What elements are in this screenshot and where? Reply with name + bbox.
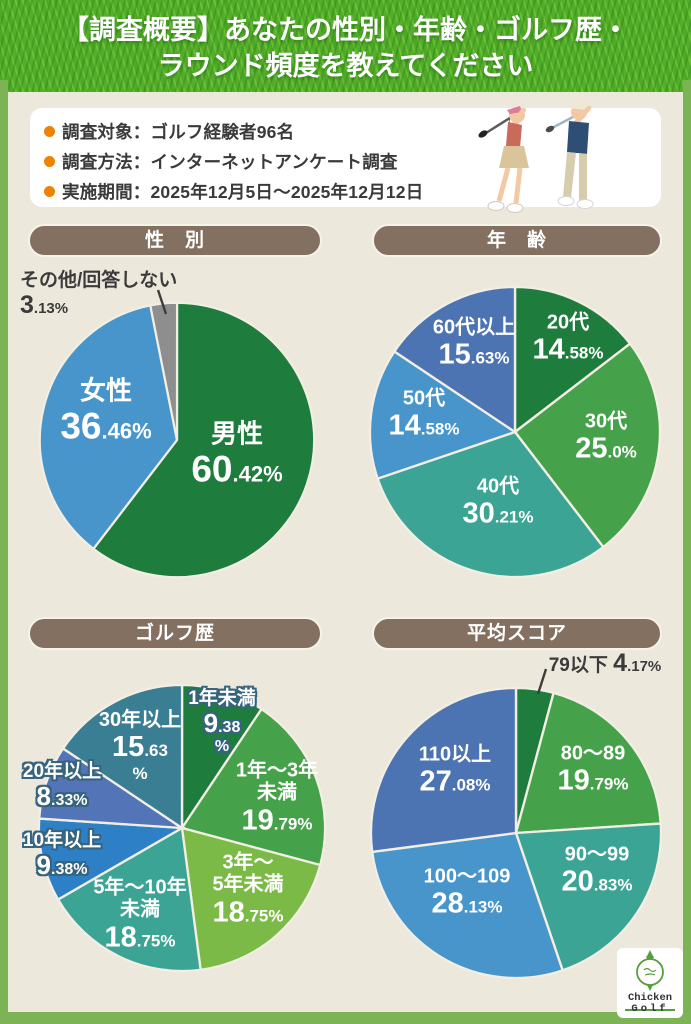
logo-brand-line1: Chicken <box>627 992 673 1004</box>
grass-header-background <box>0 0 691 92</box>
survey-method-text: 調査方法：インターネットアンケート調査 <box>62 151 398 172</box>
pie-slice <box>376 430 605 579</box>
pie-slice <box>61 683 184 831</box>
bullet-icon <box>44 185 55 197</box>
pie-slice-label: 1年未満 9.38% <box>188 687 256 756</box>
section-title-age: 年 齢 <box>372 224 662 257</box>
gender-pie <box>38 301 316 579</box>
gender-pie-chart: 男性 60.42% 女性 36.46% その他/回答しない 3.13% <box>12 268 347 586</box>
golf-years-pie-chart: 1年未満 9.38% 1年～3年 未満 19.79% 3年～ 5年未満 18.75% 5年～10… <box>12 655 347 985</box>
pie-slice <box>513 342 662 549</box>
pie-slice-label: 30年以上 15.63% <box>98 709 182 783</box>
page-title-line1: 【調査概要】あなたの性別・年齢・ゴルフ歴・ <box>62 15 629 45</box>
pie-slice <box>180 683 264 832</box>
logo-underline <box>625 1009 675 1011</box>
female-golfer-illustration <box>478 106 529 213</box>
section-title-golf-years: ゴルフ歴 <box>28 617 322 650</box>
pie-slice <box>180 826 322 972</box>
logo-brand-line2: Golf <box>631 1003 669 1015</box>
pie-slice-label: 40代 30.21% <box>462 475 534 530</box>
pie-slice <box>514 822 663 972</box>
pie-slice-label: 50代 14.58% <box>388 387 460 442</box>
pie-slice-label: 20代 14.58% <box>532 311 604 366</box>
survey-info-row: 調査方法：インターネットアンケート調査 <box>44 150 398 172</box>
pie-slice-label: 3年～ 5年未満 18.75% <box>212 851 284 929</box>
pie-slice-label: 100～109 28.13% <box>423 865 511 920</box>
survey-info-card: 調査対象：ゴルフ経験者96名 調査方法：インターネットアンケート調査 実施期間：… <box>30 108 661 207</box>
frame-right <box>683 80 691 1024</box>
pie-slice-label: 女性 36.46% <box>60 375 152 447</box>
chicken-golf-logo: Chicken Golf <box>617 948 683 1018</box>
pie-slice <box>368 349 518 481</box>
pie-slice-label: 90～99 20.83% <box>561 843 633 898</box>
golf-years-pie <box>37 683 327 973</box>
page-title: 【調査概要】あなたの性別・年齢・ゴルフ歴・ ラウンド頻度を教えてください <box>0 12 691 85</box>
age-pie <box>368 285 662 579</box>
chicken-golf-ball-icon <box>636 950 664 991</box>
age-pie-chart: 20代 14.58% 30代 25.0% 40代 30.21% 50代 14.58% 60代以上… <box>352 268 687 586</box>
pie-slice <box>180 707 327 867</box>
frame-bottom <box>0 1012 691 1024</box>
survey-target-text: 調査対象：ゴルフ経験者96名 <box>62 121 295 142</box>
section-title-average-score: 平均スコア <box>372 617 662 650</box>
pie-slice-label: 男性 60.42% <box>191 418 283 490</box>
pie-slice-label: 110以上 27.08% <box>418 743 492 798</box>
pie-slice-label: 30代 25.0% <box>575 410 637 465</box>
pie-slice <box>513 285 632 435</box>
survey-period-text: 実施期間：2025年12月5日～2025年12月12日 <box>62 181 424 202</box>
pie-slice-label: 79以下 4.17% <box>548 649 662 677</box>
pie-slice <box>38 304 179 551</box>
survey-info-row: 調査対象：ゴルフ経験者96名 <box>44 120 294 142</box>
pie-slice-label: 60代以上 15.63% <box>432 316 516 371</box>
pie-slice-label: 5年～10年 未満 18.75% <box>93 876 187 954</box>
pie-slice <box>392 285 517 435</box>
pie-slice-label: その他/回答しない 3.13% <box>20 270 178 320</box>
average-score-pie <box>369 686 663 980</box>
pie-slice <box>37 817 186 902</box>
pie-slice <box>369 686 518 854</box>
pie-slice <box>514 691 662 835</box>
survey-info-row: 実施期間：2025年12月5日～2025年12月12日 <box>44 180 423 202</box>
pie-slice <box>91 301 316 579</box>
pie-slice-label: 20年以上 8.33% <box>22 760 102 812</box>
pie-slice-label: 10年以上 9.38% <box>22 829 102 881</box>
bullet-icon <box>44 155 55 167</box>
pie-slice-label: 80～89 19.79% <box>557 742 629 797</box>
pie-slice-label: 1年～3年 未満 19.79% <box>235 759 319 837</box>
pie-slice <box>370 831 565 980</box>
male-golfer-illustration <box>545 98 594 209</box>
pie-slice <box>56 826 202 973</box>
page-title-line2: ラウンド頻度を教えてください <box>157 51 534 82</box>
average-score-pie-chart: 79以下 4.17% 80～89 19.79% 90～99 20.83% 100～109 2… <box>352 649 687 990</box>
bullet-icon <box>44 125 55 137</box>
frame-left <box>0 80 8 1024</box>
section-title-gender: 性 別 <box>28 224 322 257</box>
